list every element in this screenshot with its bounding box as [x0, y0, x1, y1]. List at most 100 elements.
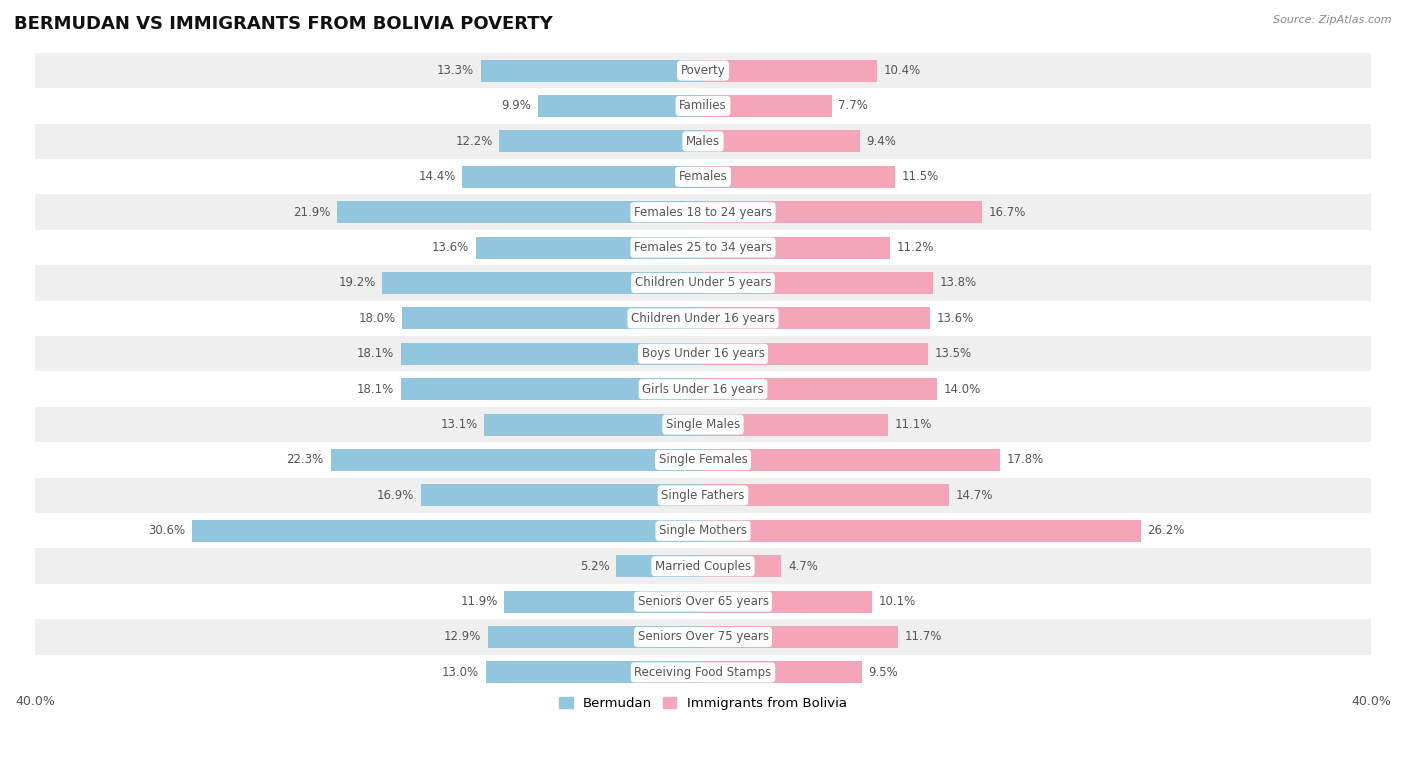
Bar: [703, 201, 981, 223]
Bar: [35, 371, 1371, 407]
Bar: [486, 662, 703, 684]
Bar: [35, 265, 1371, 301]
Bar: [337, 201, 703, 223]
Text: 11.1%: 11.1%: [896, 418, 932, 431]
Bar: [35, 549, 1371, 584]
Text: 11.7%: 11.7%: [905, 631, 942, 644]
Text: 13.1%: 13.1%: [440, 418, 478, 431]
Bar: [463, 166, 703, 188]
Text: Children Under 16 years: Children Under 16 years: [631, 312, 775, 325]
Bar: [35, 53, 1371, 88]
Bar: [402, 308, 703, 330]
Bar: [35, 655, 1371, 690]
Text: 5.2%: 5.2%: [579, 559, 609, 573]
Bar: [35, 513, 1371, 549]
Legend: Bermudan, Immigrants from Bolivia: Bermudan, Immigrants from Bolivia: [554, 691, 852, 716]
Text: Seniors Over 65 years: Seniors Over 65 years: [637, 595, 769, 608]
Text: 18.1%: 18.1%: [357, 347, 394, 360]
Bar: [35, 336, 1371, 371]
Text: 21.9%: 21.9%: [294, 205, 330, 219]
Text: 7.7%: 7.7%: [838, 99, 868, 112]
Text: 14.4%: 14.4%: [419, 171, 456, 183]
Bar: [481, 60, 703, 82]
Text: Poverty: Poverty: [681, 64, 725, 77]
Text: 11.5%: 11.5%: [901, 171, 939, 183]
Text: Males: Males: [686, 135, 720, 148]
Text: 12.9%: 12.9%: [443, 631, 481, 644]
Text: 13.8%: 13.8%: [941, 277, 977, 290]
Text: 12.2%: 12.2%: [456, 135, 492, 148]
Text: 18.1%: 18.1%: [357, 383, 394, 396]
Text: Receiving Food Stamps: Receiving Food Stamps: [634, 666, 772, 679]
Text: 16.7%: 16.7%: [988, 205, 1026, 219]
Text: 13.6%: 13.6%: [936, 312, 974, 325]
Text: 16.9%: 16.9%: [377, 489, 413, 502]
Bar: [35, 230, 1371, 265]
Text: 10.1%: 10.1%: [879, 595, 915, 608]
Bar: [703, 308, 931, 330]
Text: Married Couples: Married Couples: [655, 559, 751, 573]
Text: Single Females: Single Females: [658, 453, 748, 466]
Text: 14.0%: 14.0%: [943, 383, 981, 396]
Bar: [35, 159, 1371, 195]
Bar: [401, 343, 703, 365]
Text: 9.5%: 9.5%: [869, 666, 898, 679]
Bar: [35, 407, 1371, 443]
Bar: [703, 662, 862, 684]
Bar: [35, 301, 1371, 336]
Text: 13.5%: 13.5%: [935, 347, 973, 360]
Text: Females 25 to 34 years: Females 25 to 34 years: [634, 241, 772, 254]
Text: Boys Under 16 years: Boys Under 16 years: [641, 347, 765, 360]
Bar: [35, 124, 1371, 159]
Text: Seniors Over 75 years: Seniors Over 75 years: [637, 631, 769, 644]
Bar: [382, 272, 703, 294]
Bar: [420, 484, 703, 506]
Text: Children Under 5 years: Children Under 5 years: [634, 277, 772, 290]
Text: 26.2%: 26.2%: [1147, 525, 1185, 537]
Bar: [330, 449, 703, 471]
Text: Source: ZipAtlas.com: Source: ZipAtlas.com: [1274, 15, 1392, 25]
Text: 9.9%: 9.9%: [501, 99, 531, 112]
Text: Single Mothers: Single Mothers: [659, 525, 747, 537]
Bar: [488, 626, 703, 648]
Bar: [505, 590, 703, 612]
Text: Females: Females: [679, 171, 727, 183]
Bar: [703, 236, 890, 258]
Text: Single Fathers: Single Fathers: [661, 489, 745, 502]
Text: 4.7%: 4.7%: [789, 559, 818, 573]
Bar: [703, 590, 872, 612]
Bar: [703, 130, 860, 152]
Bar: [703, 272, 934, 294]
Bar: [703, 626, 898, 648]
Bar: [703, 414, 889, 436]
Bar: [35, 584, 1371, 619]
Bar: [537, 95, 703, 117]
Bar: [35, 478, 1371, 513]
Bar: [703, 520, 1140, 542]
Bar: [703, 166, 896, 188]
Text: 11.9%: 11.9%: [460, 595, 498, 608]
Bar: [703, 378, 936, 400]
Text: 10.4%: 10.4%: [883, 64, 921, 77]
Text: 17.8%: 17.8%: [1007, 453, 1045, 466]
Bar: [703, 484, 949, 506]
Bar: [35, 619, 1371, 655]
Bar: [499, 130, 703, 152]
Bar: [703, 343, 928, 365]
Bar: [616, 555, 703, 577]
Text: Families: Families: [679, 99, 727, 112]
Bar: [484, 414, 703, 436]
Bar: [35, 443, 1371, 478]
Text: 13.3%: 13.3%: [437, 64, 474, 77]
Text: 18.0%: 18.0%: [359, 312, 395, 325]
Text: 14.7%: 14.7%: [955, 489, 993, 502]
Text: 22.3%: 22.3%: [287, 453, 323, 466]
Bar: [35, 88, 1371, 124]
Text: Single Males: Single Males: [666, 418, 740, 431]
Text: 19.2%: 19.2%: [339, 277, 375, 290]
Bar: [401, 378, 703, 400]
Text: BERMUDAN VS IMMIGRANTS FROM BOLIVIA POVERTY: BERMUDAN VS IMMIGRANTS FROM BOLIVIA POVE…: [14, 15, 553, 33]
Bar: [703, 555, 782, 577]
Text: 13.0%: 13.0%: [441, 666, 479, 679]
Text: 30.6%: 30.6%: [148, 525, 186, 537]
